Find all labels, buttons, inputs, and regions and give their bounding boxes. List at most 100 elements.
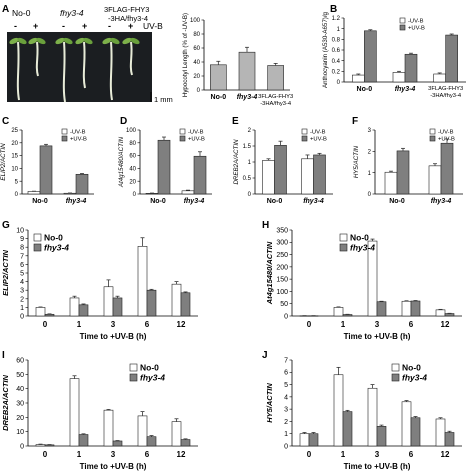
bar [103,409,114,447]
y-tick-label: 80 [193,32,200,38]
x-tick-label: 0 [307,450,312,459]
x-tick-label: 6 [409,320,414,329]
bar [69,297,80,317]
x-tick-label: No-0 [211,94,227,101]
y-tick-label: 6 [284,370,288,377]
seedling-cotyledon [55,37,65,45]
y-tick-label: 20 [129,179,136,185]
x-tick-label: 12 [177,320,186,329]
y-axis-label: DREB2A/ACTIN [1,375,10,431]
seedling-hypocotyl [16,41,20,101]
bar [238,51,256,91]
y-tick-label: 0 [248,192,252,198]
x-tick-label: 3 [111,450,116,459]
legend-label: -UV-B [408,19,424,25]
seedling-hypocotyl [109,41,113,101]
x-tick-label: fhy3-4 [303,198,324,205]
bar [75,173,89,195]
legend-swatch [61,135,68,142]
bar [35,444,46,447]
treatment-minus-1: - [14,21,17,31]
x-tick-label: 6 [145,320,150,329]
x-tick-label: 3FLAG-FHY3 [258,94,293,100]
legend-swatch [339,233,348,242]
y-tick-label: 0.5 [243,176,252,182]
panel-letter: D [120,116,127,127]
scale-bar-label: 1 mm [154,95,173,104]
y-tick-label: 0 [284,443,288,450]
bar [428,165,442,195]
bar [171,283,182,317]
bar [112,297,123,317]
bar [433,73,446,83]
y-tick-label: 2 [20,296,24,303]
legend-label: +UV-B [408,26,425,32]
uvb-treatment-label: UV-B [143,21,163,31]
x-tick-label: fhy3-4 [395,86,416,93]
legend-label: +UV-B [70,137,87,143]
y-tick-label: 0 [337,80,341,86]
y-tick-label: 200 [276,264,288,271]
legend-swatch [61,128,68,135]
x-axis-label: Time to +UV-B (h) [80,332,147,341]
y-tick-label: 5 [15,179,19,185]
bar [364,30,377,83]
y-tick-label: 0.4 [332,59,341,65]
seedling-cotyledon [122,37,132,45]
x-tick-label: 3 [111,320,116,329]
y-tick-label: 10 [16,227,24,234]
x-tick-label: No-0 [150,198,166,205]
y-tick-label: 0 [133,192,137,198]
y-tick-label: 1 [20,305,24,312]
bar [27,191,41,195]
y-tick-label: 0 [15,192,19,198]
y-tick-label: 2 [248,128,252,134]
bar [267,65,284,91]
panel-letter: F [352,116,358,127]
y-tick-label: 150 [276,277,288,284]
x-tick-label: 1 [77,320,82,329]
legend-swatch [129,373,138,382]
legend-swatch [429,135,436,142]
treatment-plus-1: + [33,21,38,31]
y-tick-label: 10 [11,167,18,173]
x-tick-label: fhy3-4 [237,94,258,101]
seedling-cotyledon [110,37,120,45]
bar [333,374,344,447]
bar [180,292,191,317]
y-tick-label: 40 [193,60,200,66]
bar [78,434,89,447]
y-tick-label: 60 [129,154,136,160]
y-tick-label: 1.2 [332,16,341,22]
bar [146,289,157,317]
legend-swatch [301,128,308,135]
bar [181,190,195,195]
y-tick-label: 1 [368,171,372,177]
legend-label: +UV-B [438,137,455,143]
bar [376,426,387,447]
y-tick-label: 60 [193,46,200,52]
y-tick-label: 2 [284,419,288,426]
legend-swatch [179,135,186,142]
chart-f: F 0 1 2 3 HY5/ACTIN No-0 fhy3-4 -UV-B+UV-B [352,116,463,205]
y-tick-label: 0 [368,192,372,198]
x-tick-label: 1 [77,450,82,459]
chart-i: I 0 10 20 30 40 50 60 DREB2A/ACTIN 0 1 3 6 12 Time to … [1,350,198,471]
y-tick-label: 20 [193,74,200,80]
y-tick-label: 50 [16,372,24,379]
bar [308,433,319,447]
seedling-cotyledon [28,37,38,45]
y-tick-label: 3 [284,407,288,414]
y-axis-label: At4g15480/ACTIN [265,241,274,305]
x-tick-label: 12 [441,450,450,459]
y-axis-label: HY5/ACTIN [353,145,360,178]
y-tick-label: 7 [20,253,24,260]
y-tick-label: 1 [337,27,341,33]
x-axis-label: Time to +UV-B (h) [80,462,147,471]
legend-swatch [33,233,42,242]
y-tick-label: 0 [20,443,24,450]
